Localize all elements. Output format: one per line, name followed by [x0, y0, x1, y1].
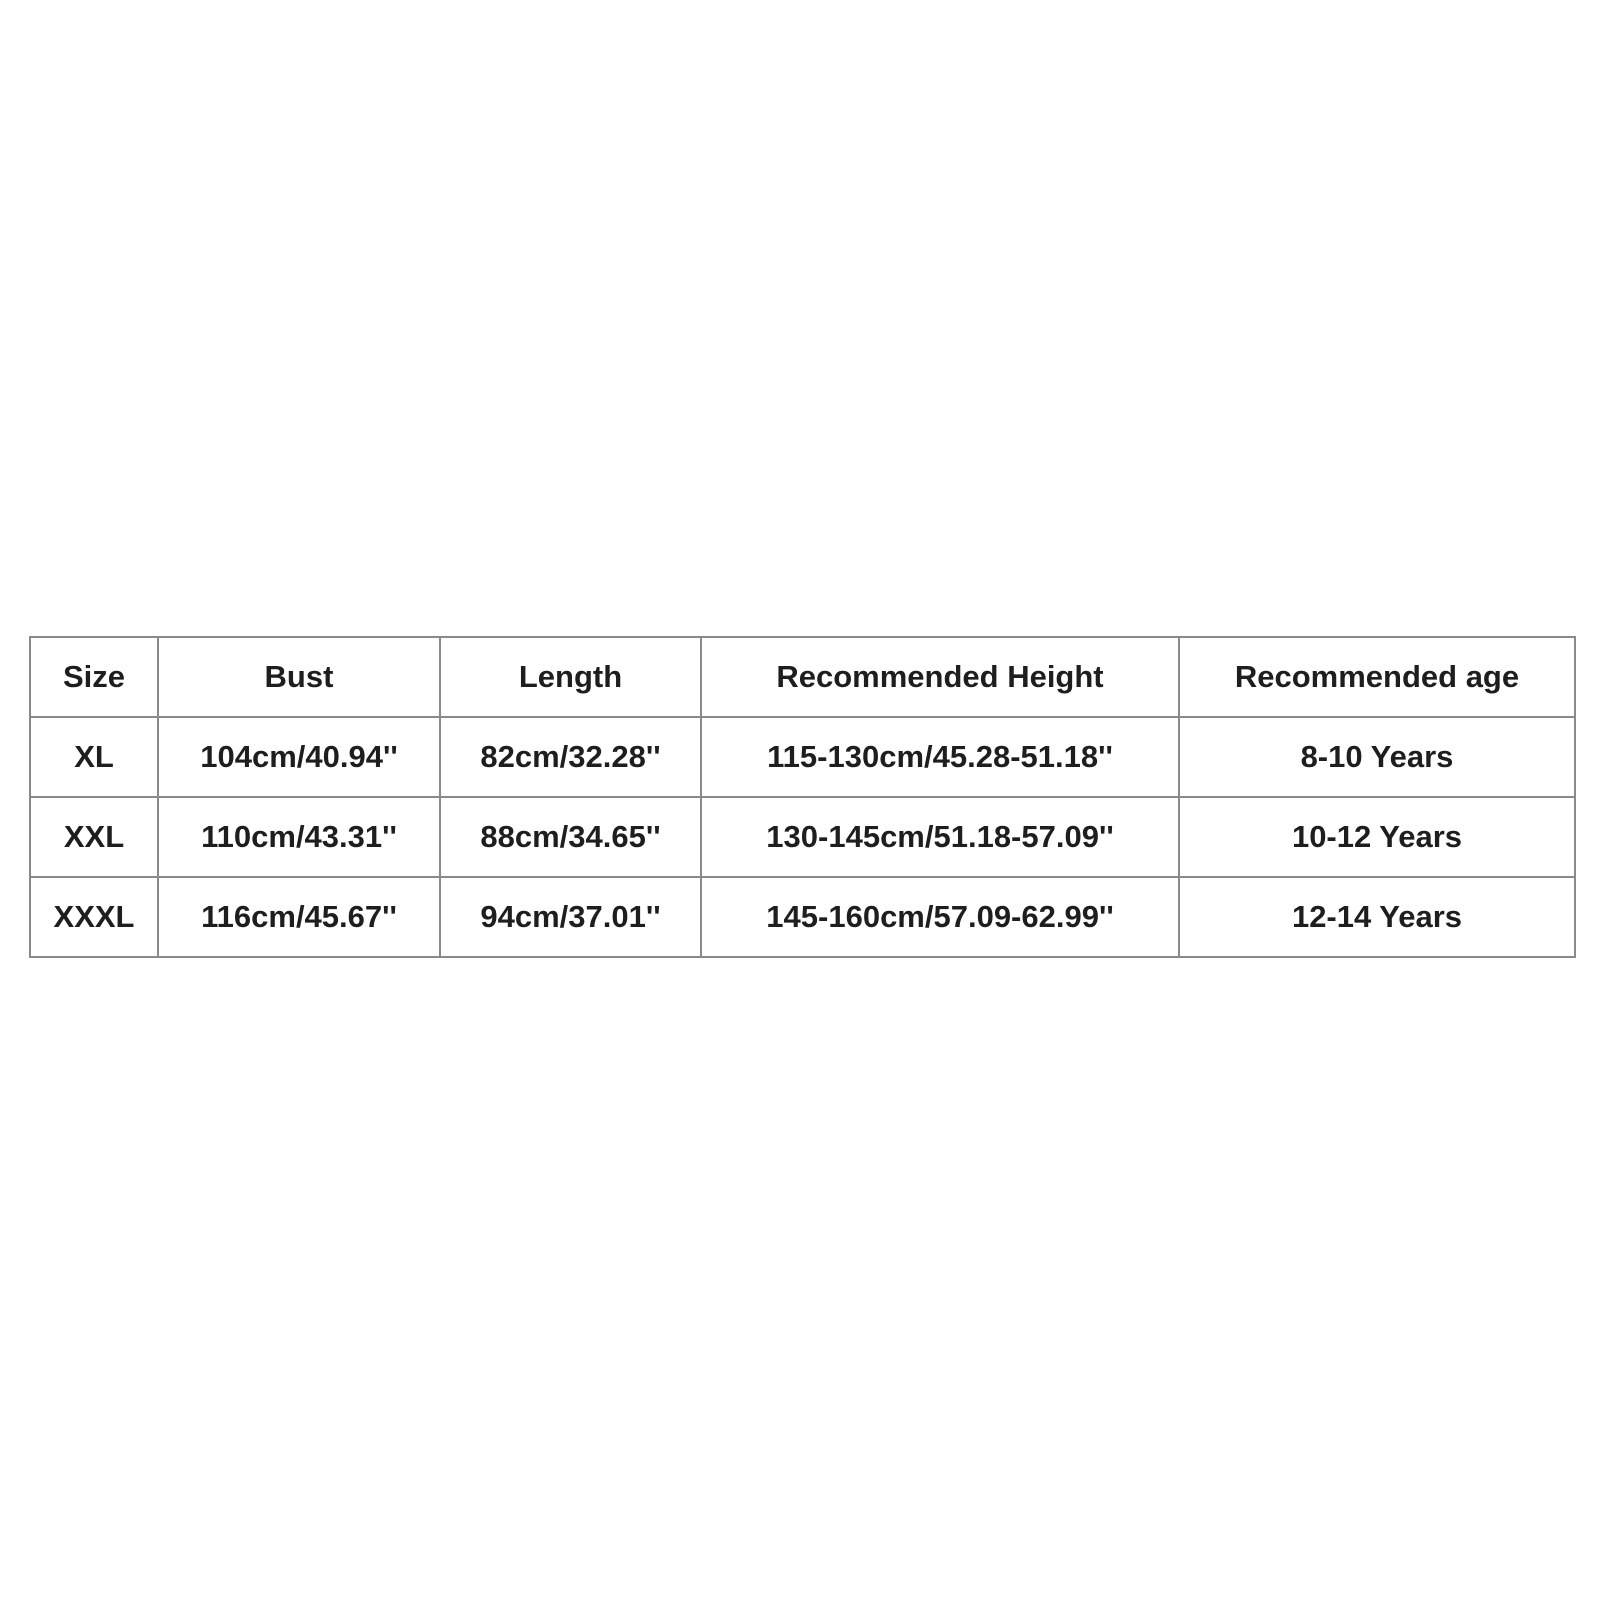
- cell-bust: 116cm/45.67'': [157, 876, 441, 958]
- cell-height: 145-160cm/57.09-62.99'': [700, 876, 1180, 958]
- header-height: Recommended Height: [700, 636, 1180, 718]
- cell-size: XL: [29, 716, 159, 798]
- cell-bust: 104cm/40.94'': [157, 716, 441, 798]
- cell-age: 10-12 Years: [1178, 796, 1576, 878]
- header-size: Size: [29, 636, 159, 718]
- header-bust: Bust: [157, 636, 441, 718]
- cell-height: 130-145cm/51.18-57.09'': [700, 796, 1180, 878]
- header-length: Length: [439, 636, 702, 718]
- cell-height: 115-130cm/45.28-51.18'': [700, 716, 1180, 798]
- table-row: XXL 110cm/43.31'' 88cm/34.65'' 130-145cm…: [29, 796, 1576, 878]
- cell-age: 12-14 Years: [1178, 876, 1576, 958]
- table-row: XL 104cm/40.94'' 82cm/32.28'' 115-130cm/…: [29, 716, 1576, 798]
- cell-size: XXXL: [29, 876, 159, 958]
- header-row: Size Bust Length Recommended Height Reco…: [29, 636, 1576, 718]
- cell-bust: 110cm/43.31'': [157, 796, 441, 878]
- cell-length: 82cm/32.28'': [439, 716, 702, 798]
- header-age: Recommended age: [1178, 636, 1576, 718]
- cell-length: 94cm/37.01'': [439, 876, 702, 958]
- size-chart-table: Size Bust Length Recommended Height Reco…: [29, 636, 1576, 958]
- cell-size: XXL: [29, 796, 159, 878]
- table-row: XXXL 116cm/45.67'' 94cm/37.01'' 145-160c…: [29, 876, 1576, 958]
- cell-length: 88cm/34.65'': [439, 796, 702, 878]
- cell-age: 8-10 Years: [1178, 716, 1576, 798]
